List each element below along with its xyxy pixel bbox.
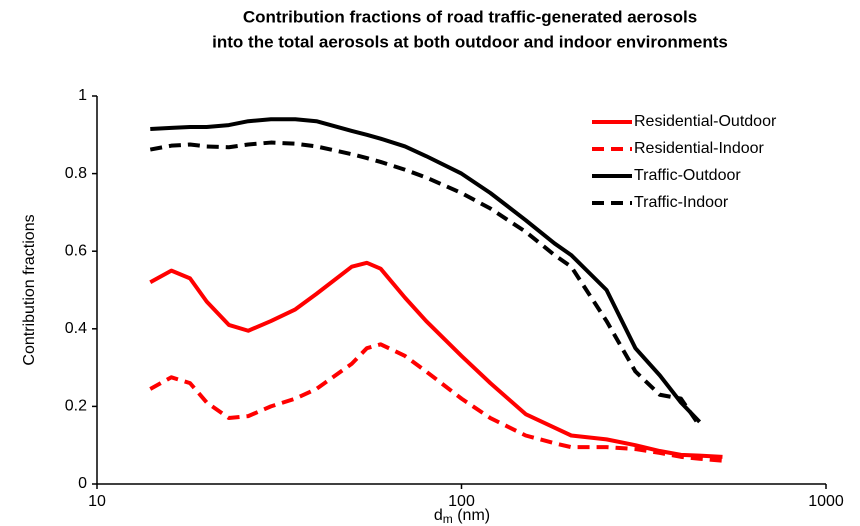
y-tick-label: 0.6 [65, 242, 87, 259]
x-tick-label: 100 [448, 493, 475, 510]
y-tick-label: 0.2 [65, 398, 87, 415]
x-axis-label: dm (nm) [434, 507, 490, 526]
data-line [149, 342, 723, 463]
legend-label: Traffic-Indoor [634, 194, 729, 211]
x-axis-label-part: m [443, 512, 453, 526]
chart-title: Contribution fractions of road traffic-g… [243, 7, 697, 26]
legend-label: Traffic-Outdoor [634, 167, 741, 184]
data-line [150, 117, 702, 424]
x-axis-label-part: d [434, 507, 443, 524]
y-tick-label: 0.8 [65, 165, 87, 182]
y-tick-label: 1 [78, 87, 87, 104]
legend-label: Residential-Indoor [634, 140, 765, 157]
chart-title: into the total aerosols at both outdoor … [212, 32, 728, 51]
data-line [149, 260, 723, 459]
legend-label: Residential-Outdoor [634, 113, 777, 130]
data-line [149, 140, 702, 427]
y-axis-label: Contribution fractions [21, 214, 38, 365]
y-tick-label: 0.4 [65, 320, 87, 337]
y-tick-label: 0 [78, 475, 87, 492]
x-tick-label: 1000 [808, 493, 844, 510]
x-axis-label-part: (nm) [453, 507, 490, 524]
x-tick-label: 10 [88, 493, 106, 510]
